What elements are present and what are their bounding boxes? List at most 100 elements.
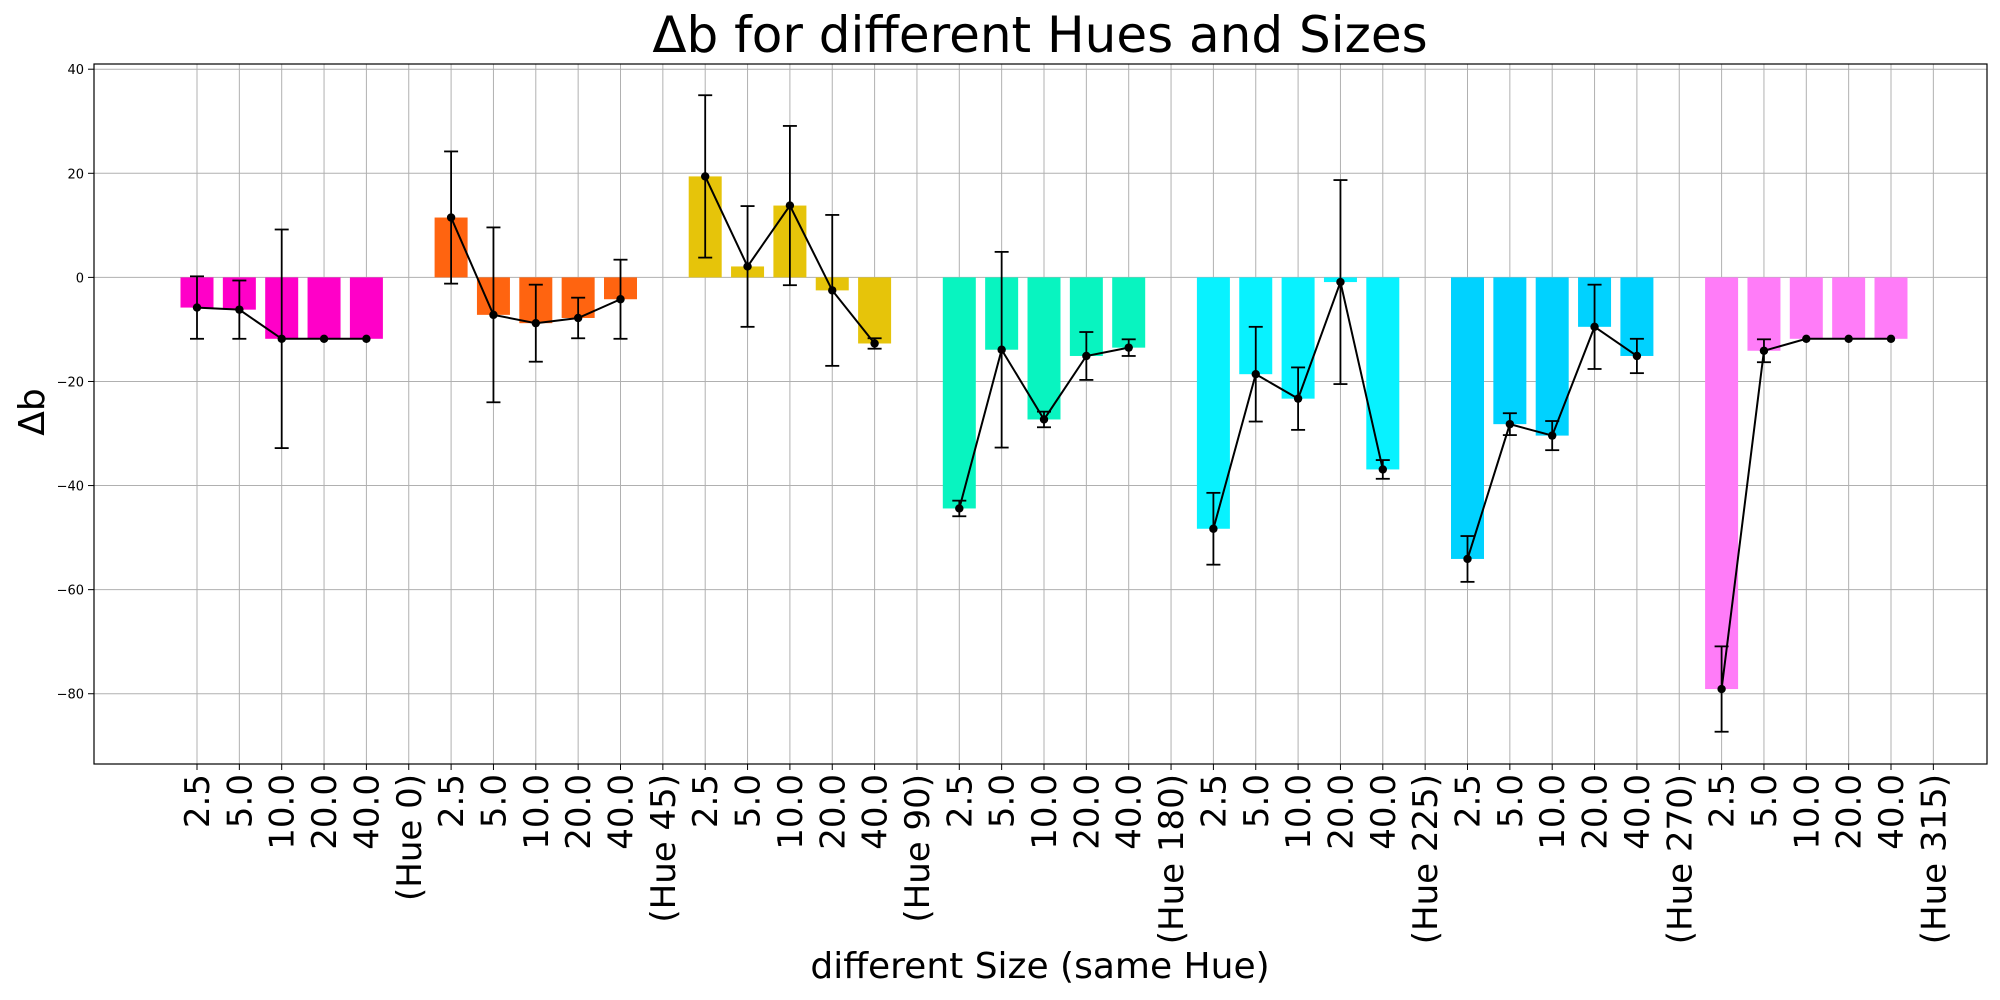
x-tick-label: 2.5 (686, 774, 726, 828)
mean-point (997, 345, 1006, 354)
chart-title: Δb for different Hues and Sizes (652, 6, 1427, 64)
mean-point (1124, 343, 1133, 352)
bar (942, 277, 976, 509)
mean-point (1886, 334, 1896, 343)
x-tick-label: 10.0 (263, 774, 303, 850)
mean-point (235, 305, 244, 314)
y-tick-label: −40 (57, 480, 84, 495)
x-tick-label: 10.0 (517, 774, 557, 850)
x-tick-label: 20.0 (1321, 774, 1361, 850)
x-tick-label: 10.0 (1533, 774, 1573, 850)
x-tick-label: 20.0 (813, 774, 853, 850)
x-tick-label: 20.0 (1576, 774, 1616, 850)
y-axis-label: Δb (12, 388, 53, 435)
bar (1027, 277, 1061, 420)
mean-point (785, 201, 795, 210)
bar (1789, 277, 1823, 339)
x-axis-label: different Size (same Hue) (810, 946, 1269, 987)
x-group-label: (Hue 315) (1914, 774, 1954, 944)
mean-point (319, 334, 329, 343)
y-ticks-layer: 40 20 0 −20 −40 −60 −80 (57, 63, 94, 703)
mean-point (743, 262, 752, 271)
x-tick-label: 40.0 (1872, 774, 1912, 850)
x-tick-label: 5.0 (1237, 774, 1277, 828)
mean-point (1548, 431, 1557, 440)
x-tick-label: 40.0 (856, 774, 896, 850)
mean-point (1082, 351, 1091, 361)
grid-layer (94, 64, 1987, 764)
bar (1366, 277, 1400, 470)
x-group-label: (Hue 0) (390, 774, 430, 901)
y-tick-label: −80 (57, 688, 84, 703)
mean-point (1759, 346, 1769, 355)
x-tick-label: 5.0 (1745, 774, 1785, 828)
mean-point (531, 318, 540, 328)
mean-point (1632, 351, 1642, 361)
mean-point (489, 310, 498, 320)
mean-point (1717, 684, 1726, 694)
y-tick-label: −20 (57, 375, 84, 390)
bar (1874, 277, 1908, 339)
x-ticks-layer: 2.5 5.0 10.0 20.0 40.0 (Hue 0) 2.5 5.0 10.0 20.0 4… (178, 764, 1954, 944)
x-group-label: (Hue 180) (1152, 774, 1192, 944)
y-tick-label: 0 (76, 271, 84, 286)
mean-point (446, 213, 456, 222)
bar (1196, 277, 1230, 529)
mean-point (1039, 415, 1049, 424)
mean-point (1505, 419, 1515, 429)
x-tick-label: 10.0 (1787, 774, 1827, 850)
bar (1112, 277, 1146, 348)
x-tick-label: 40.0 (1110, 774, 1150, 850)
mean-point (701, 172, 710, 181)
error-bars-layer (190, 94, 1771, 733)
bar (1451, 277, 1484, 559)
x-tick-label: 10.0 (771, 774, 811, 850)
mean-point (1844, 334, 1853, 343)
y-tick-label: 40 (67, 63, 84, 78)
x-tick-label: 40.0 (1618, 774, 1658, 850)
plot-area-frame (93, 63, 1988, 765)
x-tick-label: 2.5 (1449, 774, 1489, 828)
y-tick-label: −60 (57, 584, 84, 599)
x-group-label: (Hue 225) (1406, 774, 1446, 944)
x-tick-label: 20.0 (559, 774, 599, 850)
bar (1535, 277, 1569, 436)
x-tick-label: 5.0 (220, 774, 260, 828)
y-tick-label: 20 (67, 167, 84, 182)
x-tick-label: 20.0 (1830, 774, 1870, 850)
bar (1705, 277, 1739, 690)
mean-point (1293, 394, 1303, 403)
points-layer (192, 172, 1896, 694)
mean-point (277, 334, 286, 343)
mean-point (1463, 554, 1472, 564)
x-tick-label: 2.5 (178, 774, 218, 828)
x-tick-label: 40.0 (347, 774, 387, 850)
x-group-label: (Hue 90) (898, 774, 938, 923)
mean-point (192, 303, 202, 312)
x-tick-label: 2.5 (940, 774, 980, 828)
x-tick-label: 2.5 (1194, 774, 1234, 828)
x-group-label: (Hue 45) (644, 774, 684, 923)
x-group-label: (Hue 270) (1660, 774, 1700, 944)
mean-point (1251, 369, 1260, 379)
x-tick-label: 2.5 (432, 774, 472, 828)
x-tick-label: 5.0 (729, 774, 769, 828)
x-tick-label: 10.0 (1025, 774, 1065, 850)
mean-point (828, 286, 837, 295)
x-tick-label: 20.0 (305, 774, 345, 850)
mean-point (1209, 524, 1218, 533)
mean-point (573, 313, 583, 323)
mean-point (362, 334, 371, 343)
mean-point (955, 504, 964, 513)
mean-point (1378, 465, 1388, 474)
bar (1493, 277, 1527, 425)
mean-point (616, 295, 625, 304)
mean-point (870, 339, 879, 348)
x-tick-label: 5.0 (474, 774, 514, 828)
x-tick-label: 10.0 (1279, 774, 1319, 850)
bar (1832, 277, 1866, 339)
bar (858, 277, 892, 344)
bar (307, 277, 341, 339)
